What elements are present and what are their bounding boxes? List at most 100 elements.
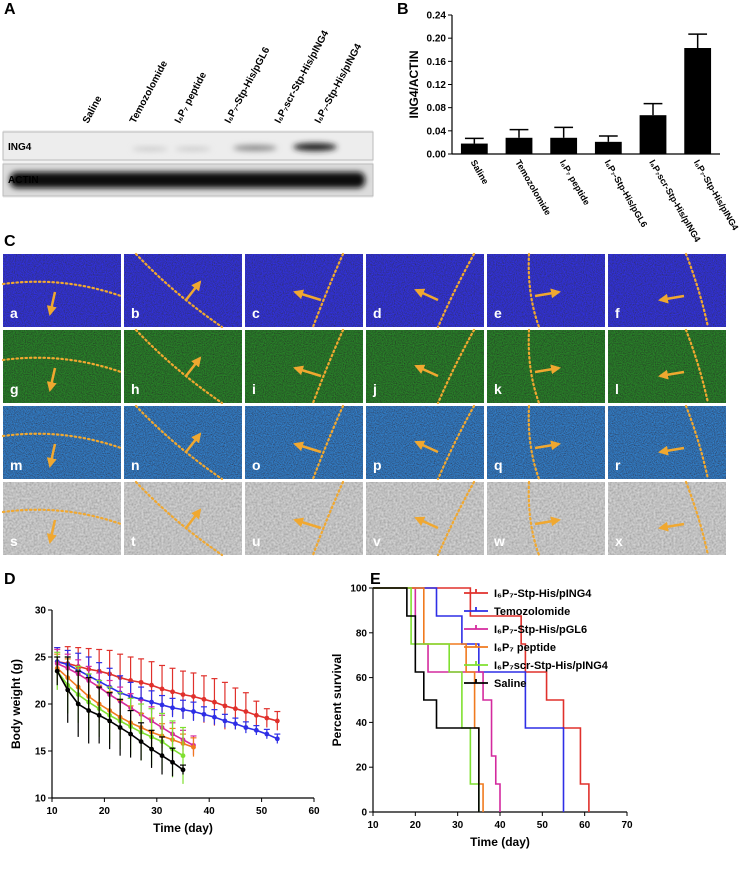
series-line (57, 660, 278, 740)
series-line (57, 660, 278, 722)
x-axis-label: Time (day) (153, 821, 213, 835)
arrow (534, 440, 561, 451)
micrograph (124, 254, 242, 327)
micrograph-label: h (131, 381, 140, 397)
bar (550, 137, 578, 154)
y-tick-label: 0.16 (427, 57, 447, 68)
micrograph (487, 406, 605, 479)
micrograph-overlay (1, 356, 123, 392)
micrograph-label: m (10, 457, 22, 473)
point (86, 708, 92, 713)
micrograph (245, 406, 363, 479)
x-tick-label: 40 (494, 820, 506, 831)
point (159, 753, 165, 759)
arrow (293, 289, 322, 302)
y-tick-label: 60 (356, 673, 368, 684)
point (180, 753, 186, 759)
x-tick-label: I₆P₇-Stp-His/pING4 (692, 158, 741, 232)
boundary (134, 480, 224, 557)
point (253, 712, 259, 718)
micrograph-overlay (527, 480, 561, 557)
point (233, 706, 238, 712)
bar (460, 143, 488, 154)
boundary (527, 328, 541, 405)
y-tick-label: 0.08 (427, 103, 447, 114)
micrograph (608, 330, 726, 403)
point (180, 692, 186, 697)
micrograph (608, 254, 726, 327)
point (243, 725, 249, 730)
point (96, 712, 102, 718)
micrograph (366, 406, 484, 479)
bar (684, 48, 712, 155)
point (128, 731, 134, 737)
arrow (658, 293, 685, 304)
boundary (684, 404, 710, 481)
y-tick-label: 25 (35, 653, 47, 664)
arrow (658, 521, 685, 532)
micrograph-overlay (527, 328, 561, 405)
arrow (46, 367, 57, 392)
micrograph-overlay (1, 508, 123, 544)
panel-label: B (397, 1, 409, 18)
point (222, 703, 228, 709)
micrograph (124, 482, 242, 555)
point (233, 721, 238, 727)
point (107, 718, 113, 724)
boundary (684, 480, 710, 557)
x-tick-label: 50 (256, 806, 268, 817)
micrograph-label: k (494, 381, 502, 397)
boundary (134, 252, 224, 329)
micrograph (124, 330, 242, 403)
boundary (1, 432, 123, 450)
boundary (436, 480, 476, 557)
arrow (414, 440, 439, 454)
lane-label: I₆P₇-Stp-His/pGL6 (223, 45, 273, 125)
survival-curve (373, 587, 480, 812)
point (149, 682, 154, 688)
micrograph-overlay (658, 480, 710, 557)
legend-label: I₆P₇-Stp-His/pING4 (494, 588, 592, 600)
x-tick-label: 20 (99, 806, 111, 817)
micrograph-label: x (615, 533, 623, 549)
arrow (46, 443, 57, 468)
micrograph-label: b (131, 305, 140, 321)
legend-label: Saline (494, 678, 526, 690)
x-tick-label: 10 (46, 806, 58, 817)
boundary (527, 404, 541, 481)
y-tick-label: 0.00 (427, 150, 447, 161)
point (264, 715, 270, 721)
x-axis-label: Time (day) (470, 835, 530, 849)
boundary (527, 480, 541, 557)
y-tick-label: 100 (350, 584, 367, 595)
x-tick-label: I₆P₇ peptide (558, 158, 592, 207)
micrograph-overlay (293, 252, 345, 329)
y-axis-label: Body weight (g) (9, 659, 23, 749)
panel-label: E (370, 571, 381, 588)
y-tick-label: 20 (356, 763, 368, 774)
micrograph-label: s (10, 533, 18, 549)
legend-label: I₆P₇ peptide (494, 642, 556, 654)
micrograph-overlay (134, 480, 224, 557)
boundary (436, 404, 476, 481)
micrograph-label: i (252, 381, 256, 397)
point (264, 731, 270, 737)
y-tick-label: 40 (356, 718, 368, 729)
micrograph (608, 482, 726, 555)
blot-bands (10, 143, 365, 188)
point (75, 701, 81, 707)
y-tick-label: 30 (35, 606, 47, 617)
micrograph-label: w (493, 533, 505, 549)
survival-curve (373, 587, 590, 812)
micrograph-label: p (373, 457, 382, 473)
micrograph-overlay (414, 328, 476, 405)
micrograph-label: r (615, 457, 621, 473)
boundary (1, 508, 123, 526)
point (65, 687, 71, 693)
point (201, 711, 207, 717)
bar (505, 137, 533, 154)
point (243, 709, 249, 714)
point (191, 694, 196, 699)
micrograph-overlay (1, 280, 123, 316)
